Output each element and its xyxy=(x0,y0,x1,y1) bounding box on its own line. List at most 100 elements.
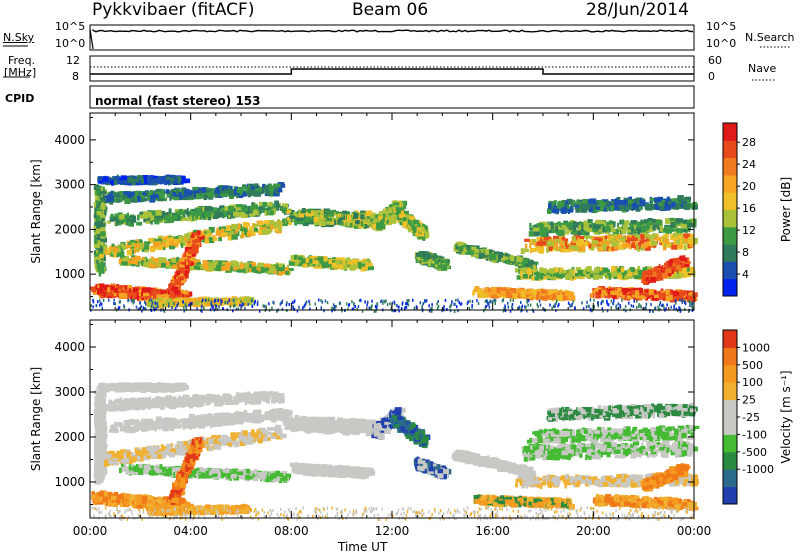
echo-cell xyxy=(347,261,354,265)
nsky-start-spike xyxy=(89,28,94,50)
echo-cell xyxy=(269,206,272,210)
echo-cell xyxy=(483,293,486,298)
echo-cell xyxy=(151,215,155,220)
echo-cell xyxy=(159,302,164,308)
echo-cell xyxy=(160,257,167,263)
echo-cell xyxy=(399,213,406,219)
echo-cell xyxy=(420,225,423,231)
echo-cell xyxy=(316,210,322,215)
echo-cell xyxy=(197,230,201,235)
echo-cell xyxy=(158,258,161,264)
echo-cell xyxy=(413,226,417,233)
echo-cell xyxy=(113,288,119,293)
echo-cell xyxy=(224,262,231,267)
echo-cell xyxy=(114,196,118,203)
echo-cell xyxy=(273,265,278,269)
echo-cell xyxy=(100,227,106,232)
echo-cell xyxy=(517,293,521,299)
echo-cell xyxy=(396,207,402,211)
echo-cell xyxy=(376,222,383,229)
echo-cell xyxy=(391,214,397,219)
echo-cell xyxy=(313,210,317,216)
echo-cell xyxy=(258,186,262,192)
echo-cell xyxy=(128,197,136,203)
echo-cell xyxy=(127,192,132,198)
echo-cell xyxy=(426,253,432,260)
echo-cell xyxy=(243,226,247,232)
echo-cell xyxy=(147,197,152,201)
echo-cell xyxy=(157,262,160,268)
echo-cell xyxy=(116,219,120,224)
echo-cell xyxy=(98,246,102,252)
echo-cell xyxy=(218,186,225,193)
echo-cell xyxy=(223,211,227,218)
echo-cell xyxy=(95,209,97,215)
echo-cell xyxy=(206,260,214,265)
echo-cell xyxy=(361,263,365,270)
echo-cell xyxy=(156,188,163,195)
echo-cell xyxy=(184,209,187,214)
echo-cell xyxy=(171,286,179,292)
echo-cell xyxy=(236,208,244,214)
echo-cell xyxy=(237,212,244,217)
echo-cell xyxy=(367,266,374,271)
echo-cell xyxy=(164,215,170,221)
echo-cell xyxy=(196,302,204,307)
echo-cell xyxy=(262,201,268,208)
echo-cell xyxy=(100,236,105,242)
echo-cell xyxy=(96,220,102,227)
echo-cell xyxy=(490,287,497,293)
echo-cell xyxy=(99,254,104,259)
echo-cell xyxy=(213,264,217,268)
echo-cell xyxy=(221,187,225,191)
echo-cell xyxy=(205,229,211,234)
echo-cell xyxy=(249,231,255,235)
echo-cell xyxy=(409,216,415,221)
echo-cell xyxy=(239,226,246,232)
echo-cell xyxy=(157,238,162,243)
echo-cell xyxy=(305,257,311,263)
echo-cell xyxy=(197,213,203,218)
echo-cell xyxy=(207,206,213,211)
echo-cell xyxy=(113,216,117,221)
echo-cell xyxy=(174,278,178,285)
echo-cell xyxy=(415,259,418,263)
echo-cell xyxy=(122,195,130,201)
echo-cell xyxy=(139,240,143,244)
echo-cell xyxy=(169,195,172,201)
echo-cell xyxy=(100,190,107,195)
echo-cell xyxy=(195,192,200,197)
echo-cell xyxy=(179,264,185,270)
echo-cell xyxy=(419,260,422,264)
echo-cell xyxy=(99,251,106,255)
echo-cell xyxy=(536,294,540,300)
echo-cell xyxy=(236,267,241,273)
echo-cell xyxy=(421,225,428,231)
echo-cell xyxy=(182,214,186,219)
echo-cell xyxy=(105,198,113,202)
echo-cell xyxy=(363,223,367,229)
echo-cell xyxy=(503,258,506,264)
echo-cell xyxy=(515,294,518,299)
echo-cell xyxy=(137,196,142,203)
echo-cell xyxy=(106,196,113,201)
echo-cell xyxy=(242,267,249,272)
echo-cell xyxy=(530,289,535,294)
echo-cell xyxy=(540,295,544,301)
echo-cell xyxy=(254,209,257,214)
echo-cell xyxy=(236,192,241,199)
echo-cell xyxy=(95,228,102,234)
echo-cell xyxy=(134,255,141,261)
echo-cell xyxy=(96,250,99,256)
echo-cell xyxy=(184,246,188,253)
echo-cell xyxy=(122,218,127,223)
echo-cell xyxy=(176,189,179,195)
echo-cell xyxy=(187,235,192,239)
echo-cell xyxy=(285,270,289,276)
echo-cell xyxy=(95,190,100,196)
echo-cell xyxy=(255,188,260,192)
echo-cell xyxy=(259,225,264,230)
echo-cell xyxy=(152,244,159,248)
echo-cell xyxy=(196,207,201,212)
echo-cell xyxy=(159,299,163,304)
